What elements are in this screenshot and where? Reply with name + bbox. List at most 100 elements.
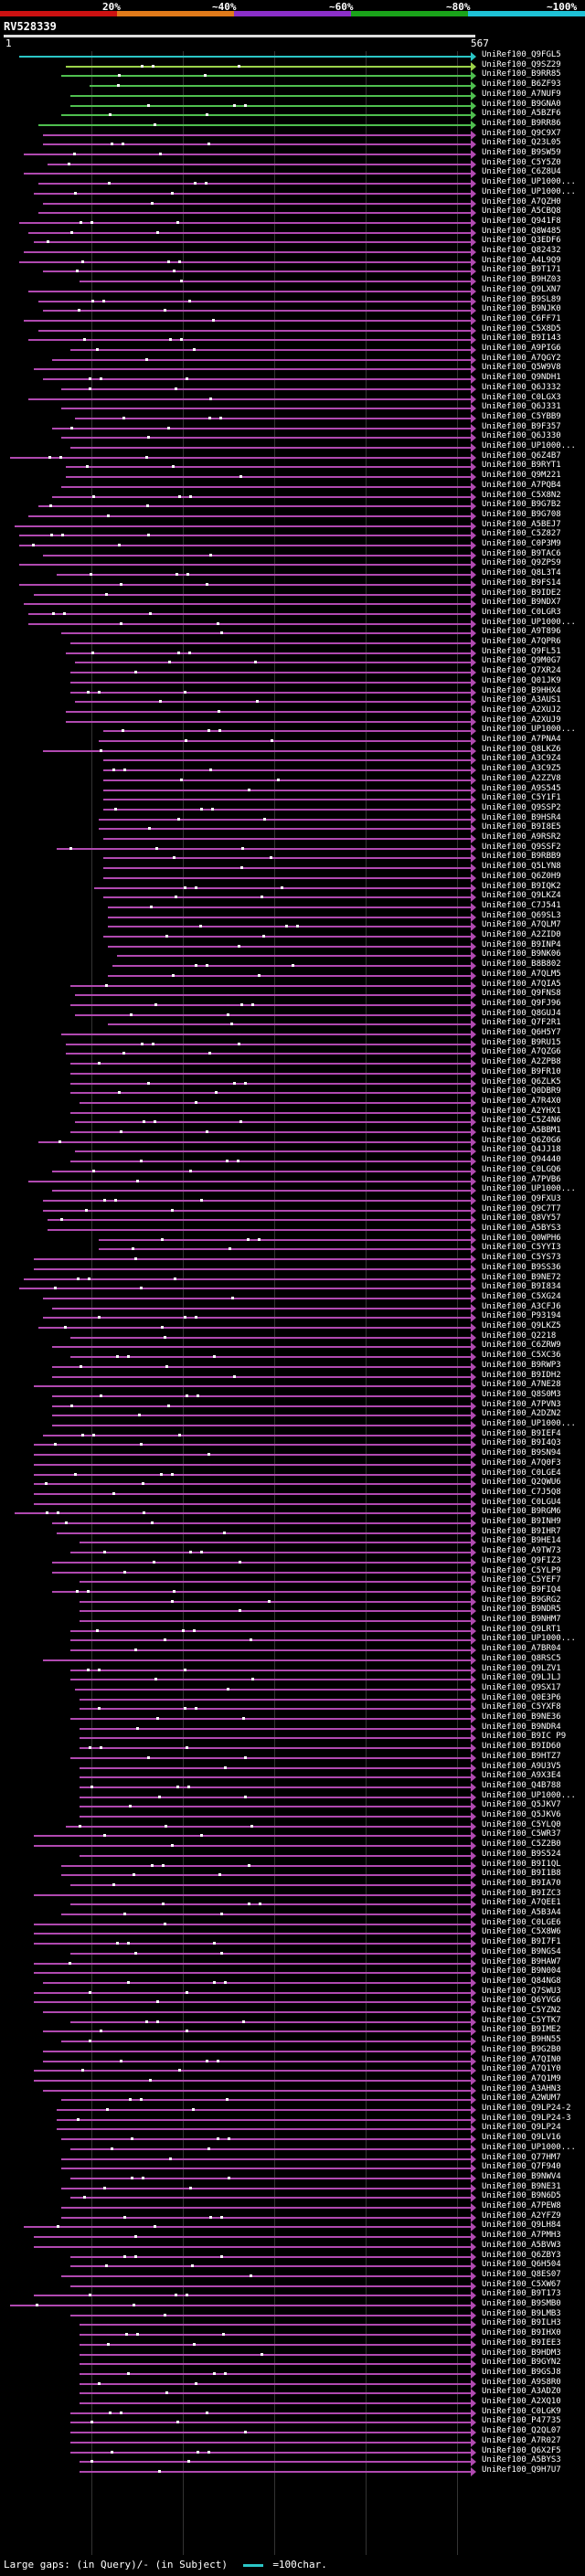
hit-row[interactable]: UniRef100_Q5JKV6 (0, 1810, 585, 1821)
hit-id-label[interactable]: UniRef100_A7R4X0 (482, 1096, 561, 1106)
hit-row[interactable]: UniRef100_A7QZG6 (0, 1047, 585, 1059)
hit-id-label[interactable]: UniRef100_B9FS14 (482, 578, 561, 588)
hit-row[interactable]: UniRef100_B9I143 (0, 334, 585, 345)
hit-row[interactable]: UniRef100_B9HN55 (0, 2035, 585, 2047)
hit-id-label[interactable]: UniRef100_B9ID60 (482, 1742, 561, 1752)
hit-row[interactable]: UniRef100_B9N6D5 (0, 2191, 585, 2203)
hit-row[interactable]: UniRef100_A5BEJ7 (0, 520, 585, 531)
hit-row[interactable]: UniRef100_A3CFJ6 (0, 1302, 585, 1313)
hit-id-label[interactable]: UniRef100_C5Y5Z0 (482, 157, 561, 167)
hit-row[interactable]: UniRef100_C5Z4N6 (0, 1116, 585, 1128)
hit-id-label[interactable]: UniRef100_A7QPR6 (482, 637, 561, 646)
hit-id-label[interactable]: UniRef100_A7QLM7 (482, 920, 561, 930)
hit-id-label[interactable]: UniRef100_Q5JKV6 (482, 1810, 561, 1819)
hit-id-label[interactable]: UniRef100_B9SL89 (482, 294, 561, 304)
hit-id-label[interactable]: UniRef100_B9NHM7 (482, 1615, 561, 1624)
hit-id-label[interactable]: UniRef100_Q9M0G7 (482, 656, 561, 666)
hit-id-label[interactable]: UniRef100_B9IDE2 (482, 588, 561, 598)
hit-id-label[interactable]: UniRef100_Q9NDH1 (482, 373, 561, 383)
hit-row[interactable]: UniRef100_C0LGU4 (0, 1498, 585, 1509)
hit-id-label[interactable]: UniRef100_UP1000... (482, 2142, 576, 2152)
hit-id-label[interactable]: UniRef100_B9G708 (482, 509, 561, 519)
hit-row[interactable]: UniRef100_Q9LJLJ (0, 1673, 585, 1685)
hit-id-label[interactable]: UniRef100_Q9FGL5 (482, 50, 561, 59)
hit-id-label[interactable]: UniRef100_UP1000... (482, 725, 576, 735)
hit-id-label[interactable]: UniRef100_A5BVW3 (482, 2240, 561, 2250)
hit-id-label[interactable]: UniRef100_A7Q0F3 (482, 1458, 561, 1468)
hit-row[interactable]: UniRef100_B9IHR7 (0, 1527, 585, 1538)
hit-id-label[interactable]: UniRef100_A7PEW8 (482, 2201, 561, 2210)
hit-id-label[interactable]: UniRef100_A7QIA5 (482, 979, 561, 989)
hit-id-label[interactable]: UniRef100_Q9LH84 (482, 2221, 561, 2231)
hit-row[interactable]: UniRef100_A5BBM1 (0, 1126, 585, 1137)
hit-row[interactable]: UniRef100_Q6X2F5 (0, 2446, 585, 2457)
hit-row[interactable]: UniRef100_Q9SX17 (0, 1683, 585, 1694)
hit-id-label[interactable]: UniRef100_B9N004 (482, 1966, 561, 1977)
hit-row[interactable]: UniRef100_B9NE36 (0, 1712, 585, 1723)
hit-row[interactable]: UniRef100_Q23L05 (0, 138, 585, 150)
hit-row[interactable]: UniRef100_B9SW59 (0, 148, 585, 159)
hit-row[interactable]: UniRef100_A7Q1Y0 (0, 2064, 585, 2076)
hit-id-label[interactable]: UniRef100_A2YHX1 (482, 1106, 561, 1116)
hit-id-label[interactable]: UniRef100_Q77HM7 (482, 2152, 561, 2162)
hit-row[interactable]: UniRef100_Q9LP24 (0, 2123, 585, 2135)
hit-id-label[interactable]: UniRef100_A2XUJ2 (482, 705, 561, 715)
hit-id-label[interactable]: UniRef100_Q9C7T7 (482, 1203, 561, 1214)
hit-row[interactable]: UniRef100_A9T896 (0, 627, 585, 639)
hit-id-label[interactable]: UniRef100_A5CBQ8 (482, 207, 561, 217)
hit-row[interactable]: UniRef100_B9HHX4 (0, 686, 585, 697)
hit-id-label[interactable]: UniRef100_C5X8W6 (482, 1927, 561, 1937)
hit-id-label[interactable]: UniRef100_A7QGY2 (482, 353, 561, 363)
hit-row[interactable]: UniRef100_UP1000... (0, 617, 585, 629)
hit-row[interactable]: UniRef100_Q9M0G7 (0, 656, 585, 668)
hit-id-label[interactable]: UniRef100_Q0DBR9 (482, 1087, 561, 1097)
hit-row[interactable]: UniRef100_A2WUM7 (0, 2094, 585, 2105)
hit-id-label[interactable]: UniRef100_B6ZF93 (482, 80, 561, 90)
hit-id-label[interactable]: UniRef100_Q9LZV1 (482, 1663, 561, 1673)
hit-row[interactable]: UniRef100_Q6Z0G6 (0, 1136, 585, 1147)
hit-row[interactable]: UniRef100_Q8VY57 (0, 1214, 585, 1225)
hit-row[interactable]: UniRef100_C5XW67 (0, 2280, 585, 2291)
hit-id-label[interactable]: UniRef100_B9NDX7 (482, 598, 561, 608)
hit-row[interactable]: UniRef100_A5CBQ8 (0, 207, 585, 218)
hit-row[interactable]: UniRef100_Q941F8 (0, 217, 585, 228)
hit-row[interactable]: UniRef100_B9HSR4 (0, 813, 585, 824)
hit-id-label[interactable]: UniRef100_A2WUM7 (482, 2094, 561, 2104)
hit-row[interactable]: UniRef100_A2ZID0 (0, 930, 585, 941)
hit-row[interactable]: UniRef100_B9FIQ4 (0, 1585, 585, 1596)
hit-row[interactable]: UniRef100_C7J5Q8 (0, 1488, 585, 1499)
hit-row[interactable]: UniRef100_B9T173 (0, 2289, 585, 2301)
hit-row[interactable]: UniRef100_C5YLQ0 (0, 1820, 585, 1831)
hit-row[interactable]: UniRef100_A2XQ10 (0, 2397, 585, 2408)
hit-id-label[interactable]: UniRef100_C0LGE4 (482, 1468, 561, 1478)
hit-row[interactable]: UniRef100_UP1000... (0, 1184, 585, 1196)
hit-id-label[interactable]: UniRef100_B9NE72 (482, 1272, 561, 1282)
hit-row[interactable]: UniRef100_B9ID60 (0, 1742, 585, 1754)
hit-row[interactable]: UniRef100_Q8W485 (0, 227, 585, 238)
hit-row[interactable]: UniRef100_B9ILH3 (0, 2318, 585, 2330)
hit-row[interactable]: UniRef100_A7Q1M9 (0, 2074, 585, 2085)
hit-id-label[interactable]: UniRef100_Q4JJ18 (482, 1145, 561, 1155)
hit-row[interactable]: UniRef100_Q9FJ96 (0, 999, 585, 1010)
hit-row[interactable]: UniRef100_Q7SWU3 (0, 1986, 585, 1998)
hit-id-label[interactable]: UniRef100_B9NDR5 (482, 1605, 561, 1615)
hit-row[interactable]: UniRef100_B9HZ03 (0, 275, 585, 287)
hit-id-label[interactable]: UniRef100_Q8RSC5 (482, 1653, 561, 1663)
hit-row[interactable]: UniRef100_A7QLM5 (0, 970, 585, 981)
hit-id-label[interactable]: UniRef100_Q6H504 (482, 2260, 561, 2270)
hit-id-label[interactable]: UniRef100_Q2218 (482, 1330, 557, 1341)
hit-row[interactable]: UniRef100_B9T171 (0, 265, 585, 277)
hit-id-label[interactable]: UniRef100_B9NJK0 (482, 304, 561, 314)
hit-id-label[interactable]: UniRef100_Q7SWU3 (482, 1986, 561, 1996)
hit-row[interactable]: UniRef100_A2YFZ9 (0, 2211, 585, 2222)
hit-row[interactable]: UniRef100_Q6H504 (0, 2260, 585, 2272)
hit-id-label[interactable]: UniRef100_B9HDM3 (482, 2348, 561, 2358)
hit-row[interactable]: UniRef100_B9NJK0 (0, 304, 585, 316)
hit-id-label[interactable]: UniRef100_Q9SSF2 (482, 842, 561, 852)
hit-row[interactable]: UniRef100_B9I834 (0, 1282, 585, 1294)
hit-row[interactable]: UniRef100_C0LGX3 (0, 393, 585, 404)
hit-id-label[interactable]: UniRef100_UP1000... (482, 617, 576, 627)
hit-id-label[interactable]: UniRef100_B9IA70 (482, 1878, 561, 1888)
hit-row[interactable]: UniRef100_A7PQB4 (0, 481, 585, 492)
hit-row[interactable]: UniRef100_C5X8D5 (0, 324, 585, 335)
